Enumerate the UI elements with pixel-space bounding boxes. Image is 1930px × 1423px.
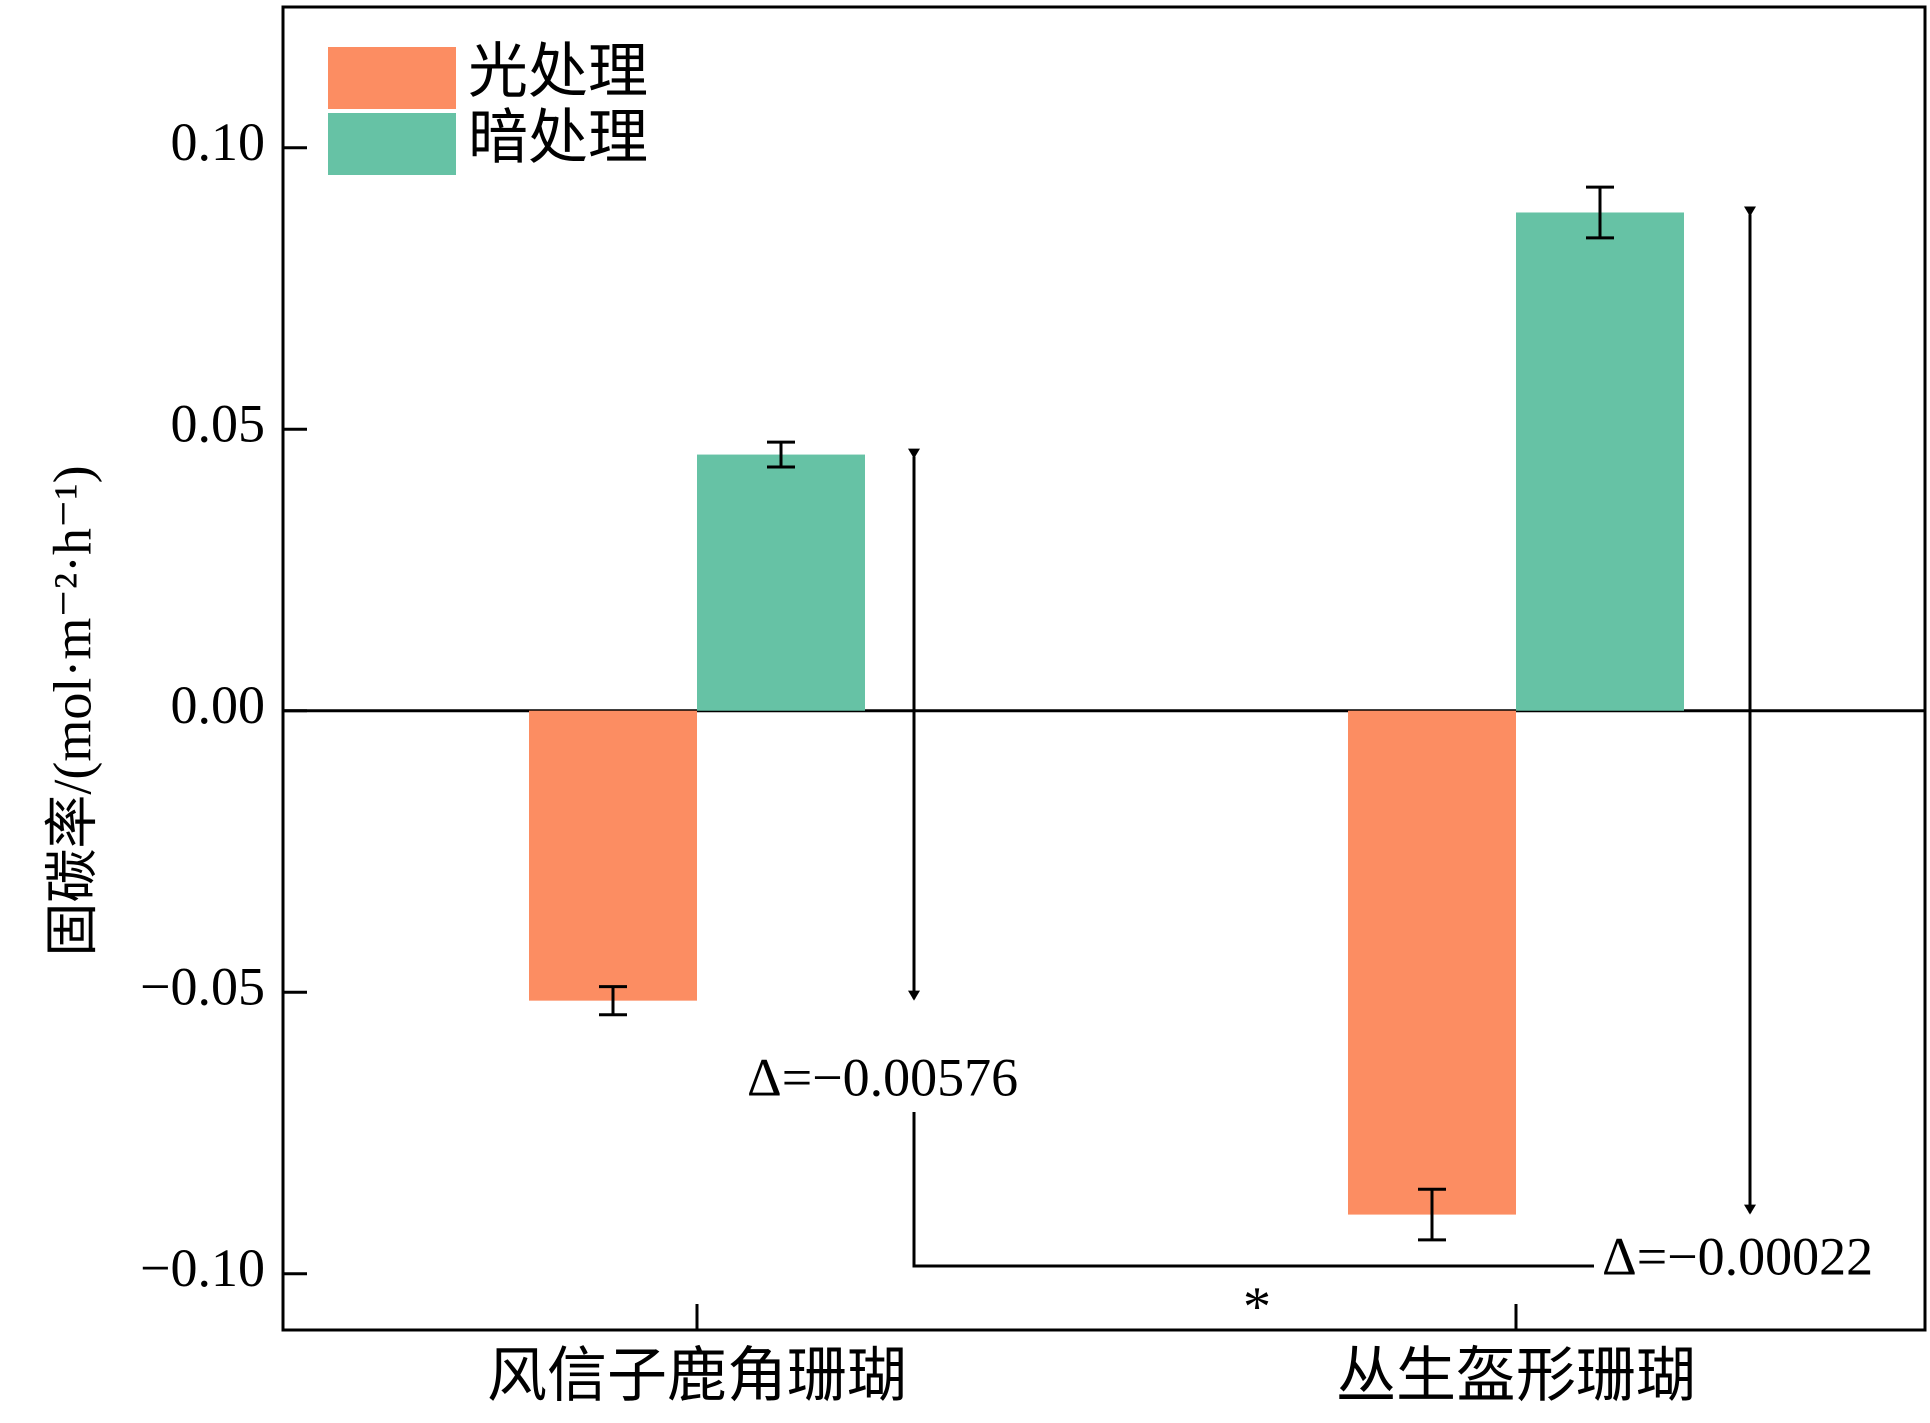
y-tick-label: 0.00 bbox=[171, 675, 266, 735]
plot-frame bbox=[281, 5, 1927, 1332]
bar-dark bbox=[697, 454, 865, 711]
significance-bracket bbox=[912, 1112, 1594, 1268]
y-tick-label: 0.05 bbox=[171, 394, 266, 454]
x-category-label: 丛生盔形珊瑚 bbox=[1336, 1343, 1696, 1409]
delta-annotation: Δ=−0.00576 bbox=[747, 1047, 1018, 1107]
y-tick-label: 0.10 bbox=[171, 112, 266, 172]
legend-swatch bbox=[328, 47, 456, 109]
significance-star: * bbox=[1243, 1276, 1271, 1338]
legend-label: 光处理 bbox=[468, 39, 648, 105]
delta-annotation: Δ=−0.00022 bbox=[1602, 1226, 1873, 1286]
bar-dark bbox=[1516, 212, 1684, 711]
y-tick-label: −0.10 bbox=[140, 1238, 265, 1298]
legend-label: 暗处理 bbox=[468, 105, 648, 171]
y-tick-label: −0.05 bbox=[140, 957, 265, 1017]
bar-light bbox=[1348, 710, 1516, 1215]
y-axis-label: 固碳率/(mol·m⁻²·h⁻¹) bbox=[42, 465, 102, 956]
bar-light bbox=[529, 710, 697, 1001]
legend-swatch bbox=[328, 113, 456, 175]
x-category-label: 风信子鹿角珊瑚 bbox=[487, 1343, 907, 1409]
